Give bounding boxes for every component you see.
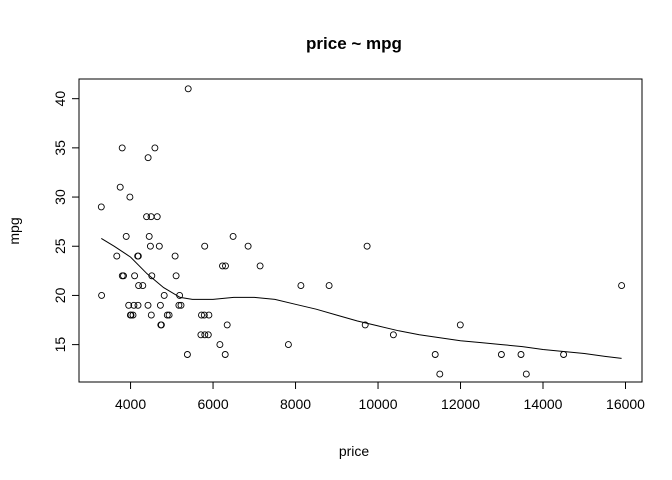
data-point [165,311,173,319]
data-point [146,242,154,250]
data-point [129,311,137,319]
x-tick-label: 12000 [441,396,480,412]
data-point [98,291,106,299]
data-point [284,341,292,349]
y-tick-label: 40 [52,91,68,107]
x-tick-label: 4000 [115,396,146,412]
data-point [175,301,183,309]
data-point [97,203,105,211]
data-point [126,193,134,201]
data-point [389,331,397,339]
data-point [135,282,143,290]
data-point [134,252,142,260]
chart-title: price ~ mpg [306,34,402,53]
x-tick-label: 8000 [280,396,311,412]
data-point [147,213,155,221]
y-tick-label: 20 [52,287,68,303]
data-point [201,242,209,250]
data-point [256,262,264,270]
data-point [325,282,333,290]
data-point [148,272,156,280]
data-point [134,301,142,309]
x-tick-label: 16000 [606,396,645,412]
data-point [143,213,151,221]
data-point [222,262,229,270]
data-point [122,232,130,240]
data-point [244,242,252,250]
data-point [145,232,153,240]
data-point [113,252,121,260]
data-point [130,301,138,309]
data-point [216,341,224,349]
data-point [219,262,226,270]
data-point [198,311,205,319]
x-axis: 4000 6000 8000 10000 12000 14000 16000 [115,381,645,412]
data-point [361,321,369,329]
data-point [118,144,126,152]
data-point [497,351,505,358]
data-point [229,232,237,240]
data-point [163,311,171,319]
data-point [160,291,168,299]
data-point [363,242,371,250]
data-point [172,272,180,280]
data-point [127,311,135,319]
data-point [151,144,159,152]
y-axis: 15 20 25 30 35 40 [52,91,80,353]
data-point [120,272,127,280]
data-point [139,282,147,290]
y-tick-label: 25 [52,238,68,254]
x-tick-label: 14000 [524,396,563,412]
data-point [184,85,192,93]
data-point [223,321,231,329]
lowess-smooth-line [101,237,622,359]
plot-frame [78,78,643,383]
data-point [200,311,208,319]
data-point [171,252,179,260]
data-point [183,351,191,358]
data-point [153,213,161,221]
data-point [155,242,163,250]
data-point [618,282,626,290]
data-point [177,301,185,309]
data-point [436,370,444,378]
data-point [431,351,439,358]
data-point [205,311,213,319]
data-point [456,321,464,329]
y-tick-label: 30 [52,189,68,205]
data-point [197,331,205,339]
data-point [131,272,139,280]
data-point [156,301,164,309]
y-axis-label: mpg [6,217,22,244]
data-point [297,282,305,290]
data-points [97,85,626,378]
data-point [221,351,229,358]
data-point [144,154,152,162]
data-point [116,183,124,191]
y-tick-label: 15 [52,337,68,353]
data-point [144,301,152,309]
data-point [176,291,184,299]
data-point [204,331,212,339]
x-tick-label: 10000 [359,396,398,412]
x-axis-label: price [339,443,370,459]
data-point [522,370,530,378]
data-point [517,351,525,358]
data-point [147,311,155,319]
y-tick-label: 35 [52,140,68,156]
data-point [157,321,165,329]
data-point [125,301,133,309]
x-tick-label: 6000 [197,396,228,412]
data-point [560,351,568,358]
data-point [201,331,209,339]
